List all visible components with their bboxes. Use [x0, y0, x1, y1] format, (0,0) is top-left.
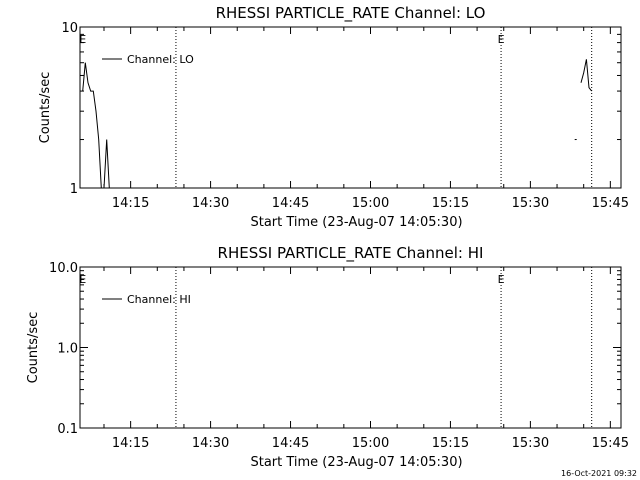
y-tick-label: 10.0	[49, 261, 78, 276]
x-tick-label: 15:30	[512, 436, 549, 451]
x-tick-label: 15:45	[592, 436, 629, 451]
x-tick-label: 15:00	[352, 196, 389, 211]
plot-frame	[79, 266, 622, 429]
y-tick-label: 10	[61, 21, 78, 36]
y-tick-label: 0.1	[57, 422, 78, 437]
x-tick-label: 15:15	[432, 196, 469, 211]
event-marker: E	[79, 273, 86, 286]
y-axis-label: Counts/sec	[26, 312, 41, 384]
event-marker: E	[498, 273, 505, 286]
x-tick-label: 14:45	[272, 196, 309, 211]
y-axis-label: Counts/sec	[38, 72, 53, 144]
x-tick-label: 15:45	[592, 196, 629, 211]
chart-panel-2: RHESSI PARTICLE_RATE Channel: HI 14:15 14:…	[26, 244, 629, 470]
legend-label: Channel: HI	[127, 293, 191, 306]
series-line-1	[82, 62, 110, 188]
chart-title: RHESSI PARTICLE_RATE Channel: LO	[216, 4, 486, 23]
x-tick-label: 14:45	[272, 436, 309, 451]
plot-frame	[79, 26, 622, 189]
x-tick-label: 14:15	[112, 196, 149, 211]
x-tick-label: 14:15	[112, 436, 149, 451]
chart-title: RHESSI PARTICLE_RATE Channel: HI	[218, 244, 484, 263]
x-tick-label: 15:30	[512, 196, 549, 211]
x-tick-label: 15:00	[352, 436, 389, 451]
y-tick-label: 1	[70, 182, 78, 197]
event-marker: E	[498, 33, 505, 46]
chart-panel-1: RHESSI PARTICLE_RATE Channel: LO 14:15 14:…	[38, 4, 629, 230]
x-tick-label: 14:30	[192, 436, 229, 451]
x-axis-label: Start Time (23-Aug-07 14:05:30)	[250, 215, 462, 230]
timestamp-stamp: 16-Oct-2021 09:32	[561, 469, 637, 478]
y-tick-label: 1.0	[57, 342, 78, 357]
x-axis-label: Start Time (23-Aug-07 14:05:30)	[250, 455, 462, 470]
legend-label: Channel: LO	[127, 53, 194, 66]
x-tick-label: 15:15	[432, 436, 469, 451]
x-tick-label: 14:30	[192, 196, 229, 211]
event-marker: E	[79, 33, 86, 46]
series-line-2	[580, 59, 593, 92]
